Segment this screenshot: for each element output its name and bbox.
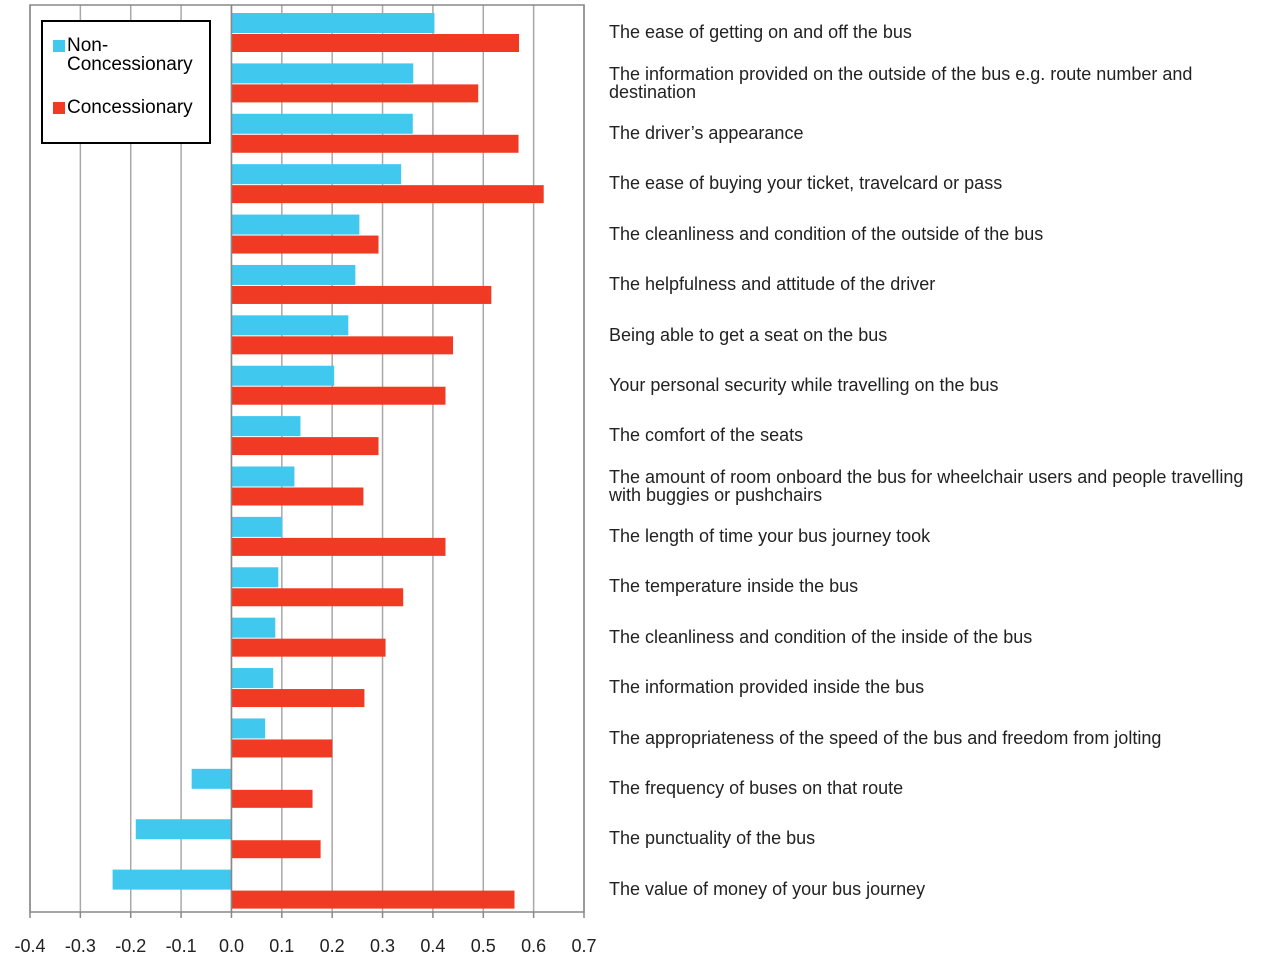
bar bbox=[231, 365, 335, 386]
category-label: The helpfulness and attitude of the driv… bbox=[609, 274, 936, 295]
legend-entry: Concessionary bbox=[53, 98, 202, 117]
bar bbox=[231, 315, 349, 336]
bar bbox=[231, 537, 446, 556]
x-tick-label: 0.3 bbox=[370, 936, 395, 956]
x-tick-label: 0.0 bbox=[219, 936, 244, 956]
bar bbox=[231, 890, 515, 909]
x-tick-label: 0.6 bbox=[521, 936, 546, 956]
plot-border bbox=[29, 4, 585, 913]
bar bbox=[231, 437, 379, 456]
bar bbox=[231, 588, 404, 607]
bar bbox=[231, 84, 479, 103]
bar bbox=[231, 235, 379, 254]
legend: Non-Concessionary Concessionary bbox=[41, 20, 211, 144]
bar bbox=[231, 416, 301, 437]
bar bbox=[231, 789, 313, 808]
legend-swatch bbox=[53, 102, 65, 114]
bar bbox=[231, 164, 402, 185]
category-label: The cleanliness and condition of the out… bbox=[609, 223, 1044, 244]
category-label: The value of money of your bus journey bbox=[609, 878, 926, 899]
bar bbox=[231, 63, 414, 84]
x-tick-label: -0.4 bbox=[14, 936, 45, 956]
bar bbox=[112, 869, 232, 890]
category-label: The frequency of buses on that route bbox=[609, 778, 904, 799]
bar bbox=[231, 386, 446, 405]
bar bbox=[191, 768, 232, 789]
bar bbox=[231, 13, 435, 33]
bar bbox=[231, 617, 276, 638]
bar bbox=[231, 516, 283, 537]
category-label: The ease of getting on and off the bus bbox=[609, 22, 912, 43]
bar bbox=[231, 567, 279, 588]
legend-entry: Non-Concessionary bbox=[53, 36, 202, 74]
category-label: The punctuality of the bus bbox=[609, 828, 816, 849]
bar bbox=[231, 840, 321, 859]
x-tick-label: 0.1 bbox=[269, 936, 294, 956]
bar bbox=[231, 638, 386, 657]
bar bbox=[231, 113, 413, 134]
x-tick-label: 0.4 bbox=[420, 936, 445, 956]
bar bbox=[231, 285, 492, 304]
category-label: The information provided on the outside … bbox=[609, 63, 1193, 102]
bar bbox=[231, 739, 333, 758]
bar bbox=[231, 668, 274, 689]
category-label: The appropriateness of the speed of the … bbox=[609, 727, 1162, 748]
category-label: Being able to get a seat on the bus bbox=[609, 324, 888, 345]
bar bbox=[135, 819, 232, 840]
bar bbox=[231, 336, 454, 355]
legend-label: Non-Concessionary bbox=[67, 35, 193, 75]
bar bbox=[231, 466, 295, 487]
bar bbox=[231, 264, 356, 285]
category-label: The temperature inside the bus bbox=[609, 576, 859, 597]
x-tick-label: 0.5 bbox=[471, 936, 496, 956]
category-label: The information provided inside the bus bbox=[609, 677, 925, 698]
bar bbox=[231, 134, 519, 153]
bar bbox=[231, 689, 365, 708]
bar bbox=[231, 214, 360, 235]
category-label: The driver’s appearance bbox=[609, 122, 804, 143]
bar bbox=[231, 34, 520, 52]
category-label: The ease of buying your ticket, travelca… bbox=[609, 173, 1003, 194]
x-tick-label: 0.7 bbox=[571, 936, 596, 956]
category-label: The comfort of the seats bbox=[609, 425, 804, 446]
x-tick-label: 0.2 bbox=[320, 936, 345, 956]
x-tick-label: -0.3 bbox=[65, 936, 96, 956]
legend-label: Concessionary bbox=[67, 97, 193, 118]
category-label: The cleanliness and condition of the ins… bbox=[609, 626, 1033, 647]
legend-swatch bbox=[53, 40, 65, 52]
x-tick-label: -0.2 bbox=[115, 936, 146, 956]
category-label: The amount of room onboard the bus for w… bbox=[609, 466, 1244, 505]
category-label: The length of time your bus journey took bbox=[609, 526, 931, 547]
x-tick-label: -0.1 bbox=[166, 936, 197, 956]
category-label: Your personal security while travelling … bbox=[609, 374, 999, 395]
bar bbox=[231, 185, 544, 204]
bar bbox=[231, 487, 364, 506]
bar bbox=[231, 718, 266, 739]
